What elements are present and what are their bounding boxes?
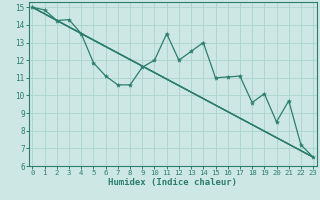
X-axis label: Humidex (Indice chaleur): Humidex (Indice chaleur) [108,178,237,187]
